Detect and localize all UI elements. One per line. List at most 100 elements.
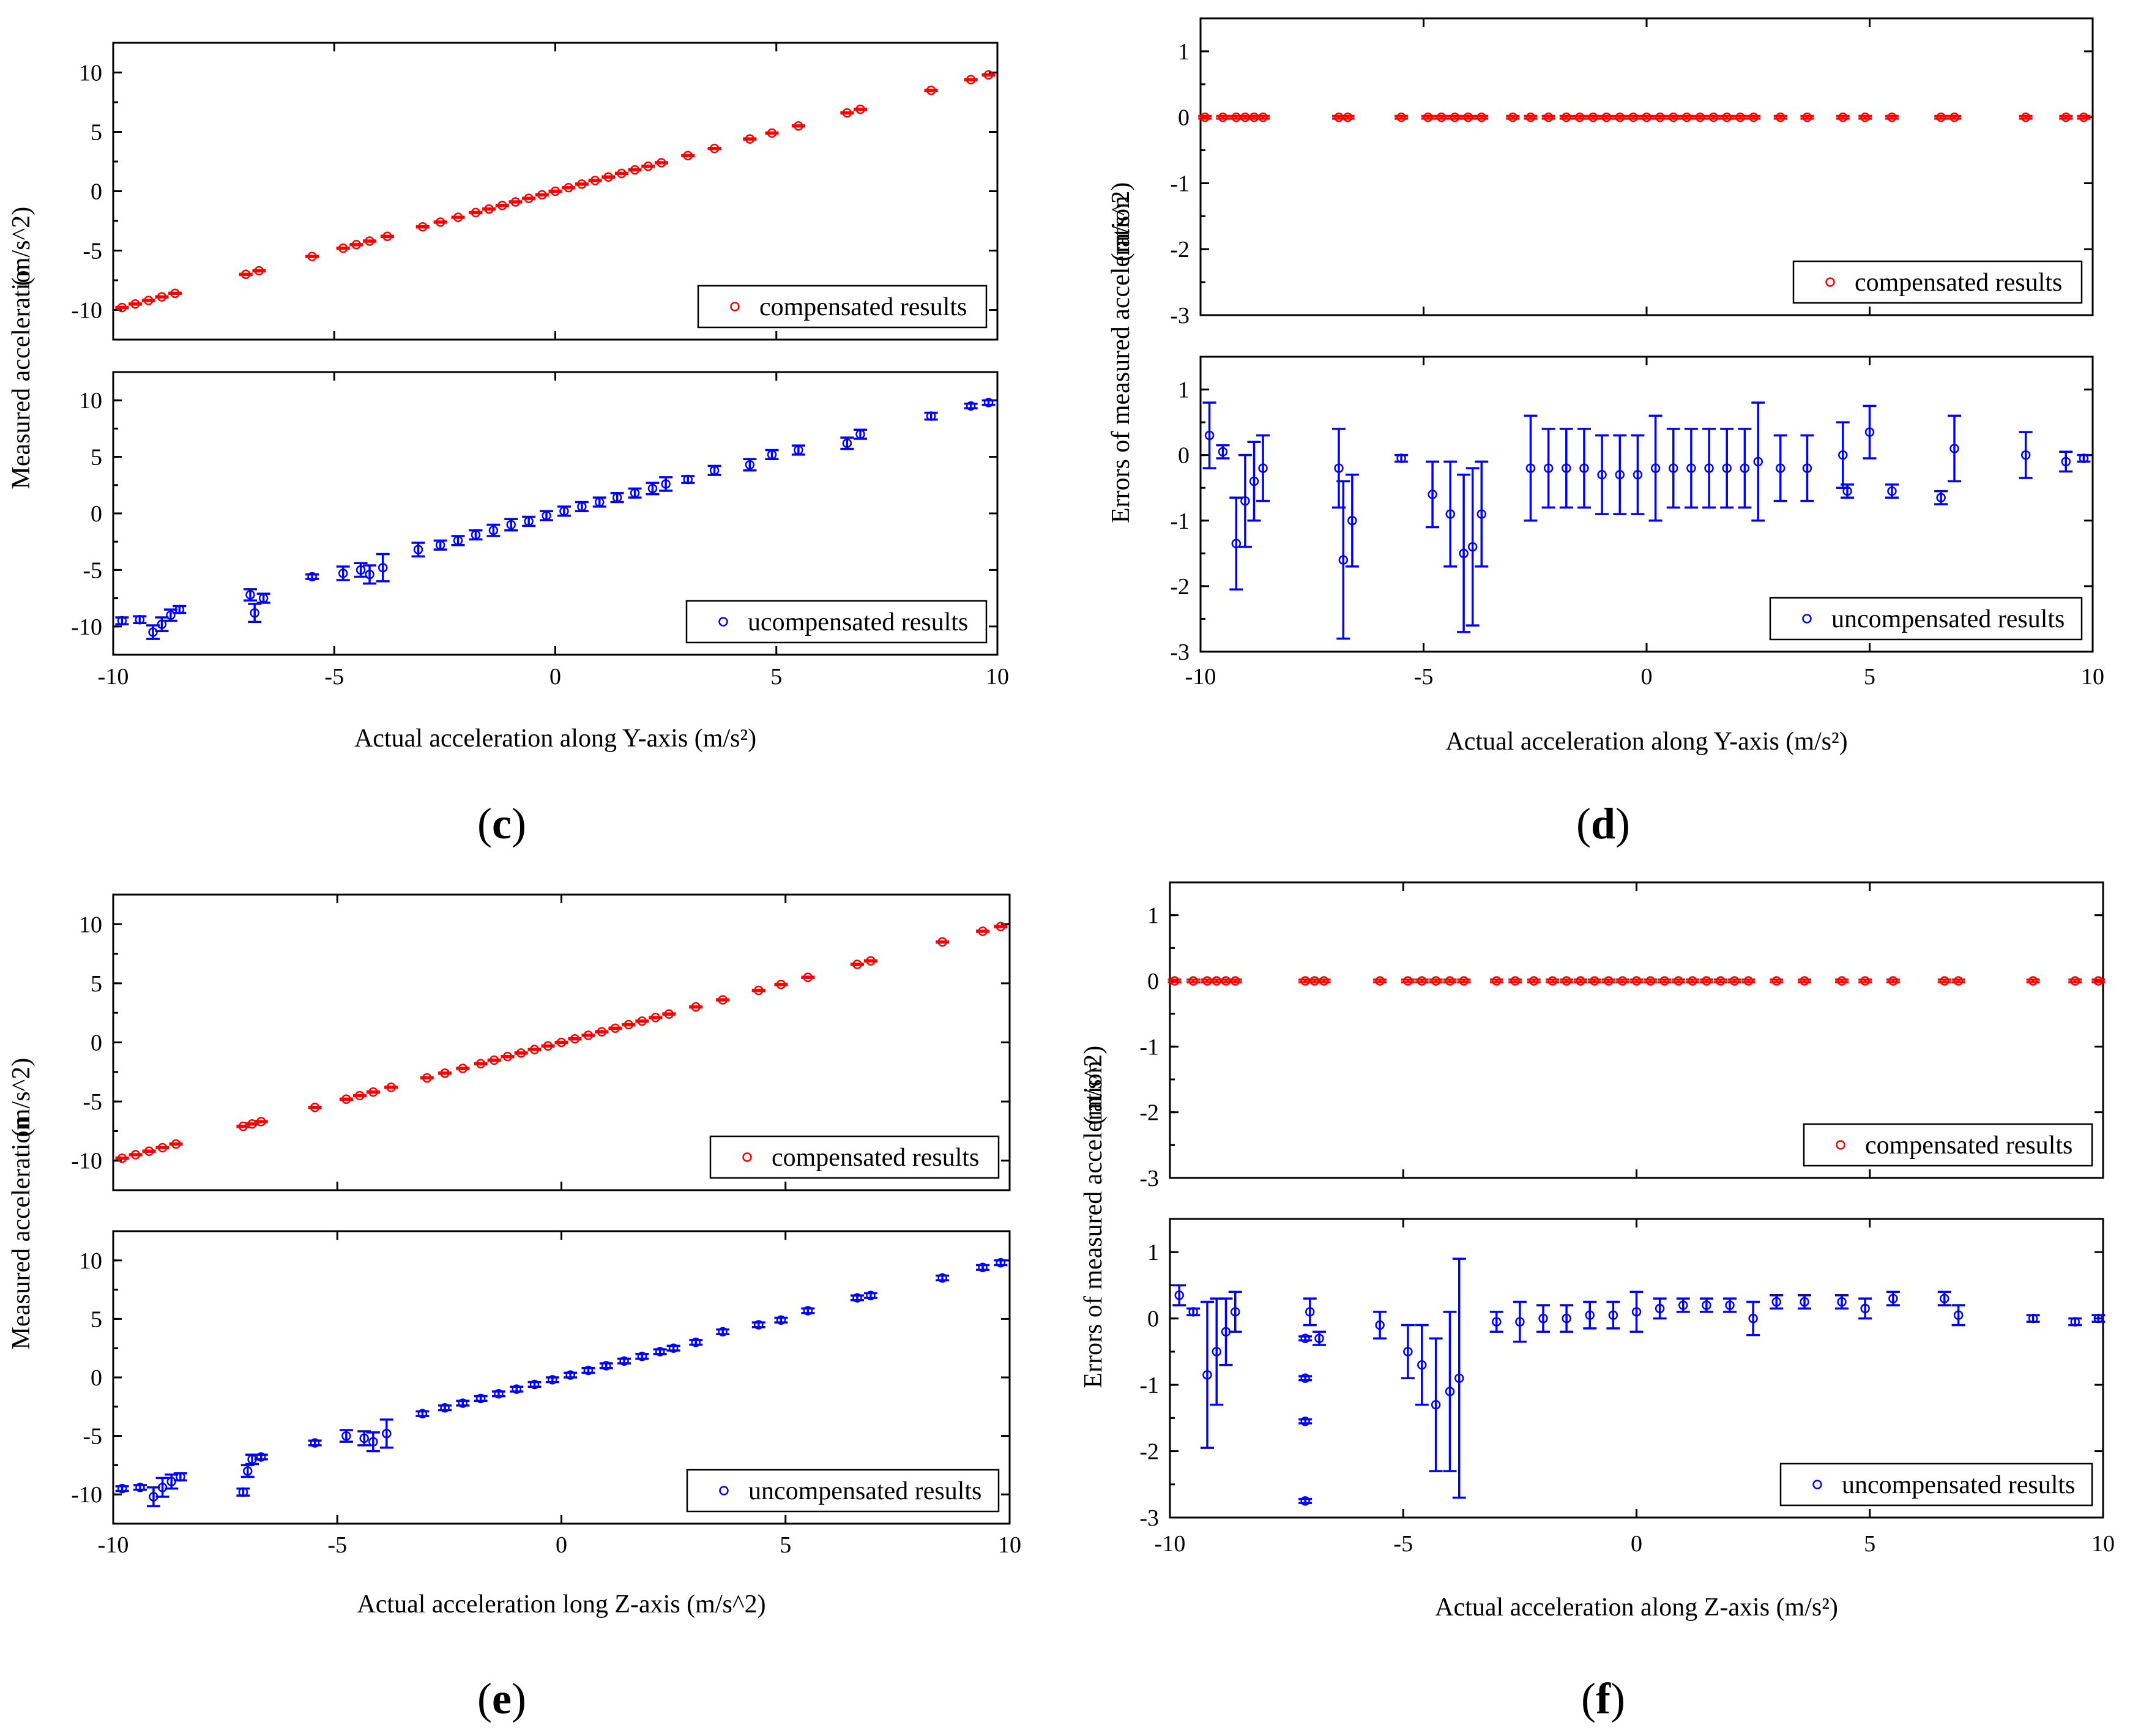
- data-point: [1454, 1373, 1464, 1384]
- data-point: [1888, 976, 1898, 986]
- data-point: [866, 1291, 876, 1300]
- data-point: [1300, 1373, 1310, 1384]
- data-point: [1300, 1417, 1310, 1426]
- data-point: [1860, 1303, 1870, 1314]
- data-point: [1450, 112, 1460, 122]
- legend: uncompensated results: [1779, 1462, 2093, 1507]
- legend-label: compensated results: [1855, 269, 2062, 297]
- data-point: [2070, 976, 2080, 986]
- data-point: [1725, 1300, 1735, 1310]
- y-tick-label: -3: [1139, 1166, 1159, 1191]
- data-point: [2028, 976, 2038, 986]
- data-point: [754, 985, 764, 996]
- x-tick-label: -10: [1185, 664, 1216, 690]
- data-point: [2020, 450, 2031, 460]
- data-point: [144, 1146, 154, 1156]
- data-point: [852, 959, 862, 969]
- data-point: [1800, 1297, 1809, 1307]
- data-point: [475, 1059, 486, 1069]
- legend-label: uncompensated results: [1842, 1471, 2075, 1499]
- series-uncompensated: [1172, 1257, 2106, 1506]
- data-point: [1423, 112, 1433, 122]
- data-point: [1576, 976, 1585, 986]
- legend-box: [697, 285, 988, 329]
- y-tick-label: -5: [83, 1089, 102, 1115]
- data-point: [543, 1041, 553, 1051]
- data-point: [1231, 976, 1240, 986]
- data-point: [1525, 112, 1536, 122]
- data-point: [1431, 976, 1441, 986]
- data-point: [630, 488, 640, 498]
- y-axis-unit: (m/s^2): [1079, 1046, 1108, 1125]
- data-point: [1702, 976, 1711, 986]
- data-point: [1743, 976, 1754, 986]
- data-point: [1953, 1310, 1964, 1320]
- subplot-f-2: 1 0 -1 -2 -3 uncompensated results: [1139, 1218, 2106, 1531]
- data-point: [595, 497, 605, 507]
- data-point: [1334, 112, 1344, 122]
- data-point: [996, 922, 1006, 931]
- data-point: [1579, 463, 1589, 473]
- data-point: [983, 398, 994, 408]
- data-point: [418, 222, 428, 232]
- data-point: [422, 1073, 432, 1083]
- data-point: [435, 540, 445, 550]
- data-point: [148, 627, 158, 637]
- data-point: [842, 438, 852, 449]
- x-tick-label: 0: [1631, 1531, 1642, 1557]
- series-compensated: [115, 922, 1008, 1163]
- data-point: [2093, 1313, 2104, 1324]
- y-tick-label: -5: [83, 239, 102, 264]
- legend-label: ucompensated results: [748, 608, 968, 636]
- data-point: [767, 128, 777, 138]
- data-point: [1459, 976, 1469, 986]
- data-point: [1319, 976, 1329, 986]
- data-point: [1403, 1347, 1413, 1357]
- data-point: [1334, 463, 1344, 473]
- data-point: [512, 1384, 521, 1394]
- data-point: [1476, 112, 1487, 122]
- legend: uncompensated results: [686, 1469, 1000, 1513]
- data-point: [489, 1055, 499, 1065]
- data-point: [256, 1452, 266, 1462]
- x-tick-label: 10: [986, 664, 1009, 690]
- data-point: [1775, 463, 1786, 473]
- data-point: [1645, 976, 1656, 986]
- data-point: [583, 1365, 594, 1376]
- data-point: [1837, 976, 1847, 986]
- data-point: [745, 134, 755, 144]
- data-point: [130, 1150, 141, 1160]
- data-point: [1562, 976, 1571, 986]
- y-tick-label: -10: [71, 1482, 102, 1508]
- y-tick-label: -1: [1170, 171, 1190, 196]
- data-point: [1842, 486, 1852, 496]
- legend-marker: [742, 1152, 752, 1162]
- data-point: [1588, 112, 1598, 122]
- x-axis-label: Actual acceleration long Z-axis (m/s^2): [357, 1590, 765, 1619]
- legend: compensated results: [697, 285, 988, 329]
- subplot-e-1: 10 5 0 -5 -10 compensated results: [71, 893, 1011, 1191]
- data-point: [243, 1466, 253, 1476]
- data-point: [1188, 1307, 1198, 1317]
- x-tick-label: -5: [1393, 1531, 1413, 1557]
- data-point: [1221, 976, 1231, 986]
- data-point: [166, 610, 176, 620]
- data-point: [1202, 1370, 1212, 1380]
- data-point: [597, 1027, 607, 1037]
- data-point: [382, 1429, 392, 1439]
- series-compensated: [1198, 112, 2091, 122]
- data-point: [630, 165, 640, 175]
- data-point: [254, 266, 264, 276]
- y-tick-label: 10: [79, 912, 102, 937]
- data-point: [157, 292, 167, 302]
- data-point: [855, 104, 865, 114]
- data-point: [1258, 463, 1268, 473]
- data-point: [1802, 112, 1812, 122]
- data-point: [307, 251, 317, 261]
- data-point: [1708, 112, 1719, 122]
- subplot-e-2: 10 5 0 -5 -10 uncompensated results: [71, 1230, 1011, 1525]
- y-tick-label: 0: [91, 1365, 102, 1391]
- data-point: [565, 1370, 575, 1380]
